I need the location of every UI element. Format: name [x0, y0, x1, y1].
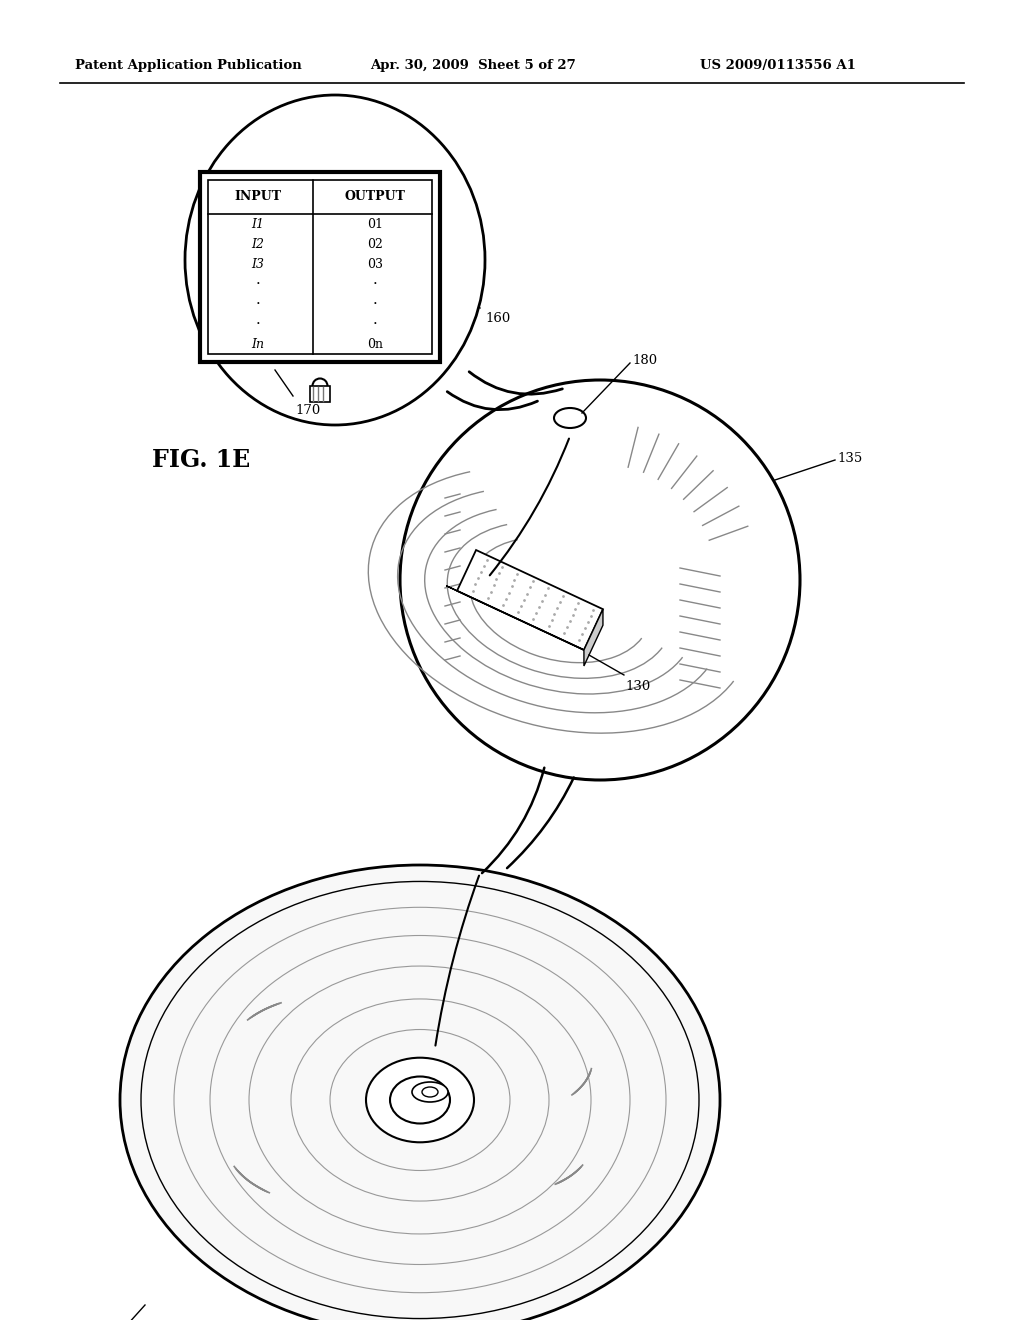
- Text: 130: 130: [626, 680, 651, 693]
- Text: 03: 03: [368, 257, 383, 271]
- Text: ·: ·: [373, 317, 378, 331]
- Text: US 2009/0113556 A1: US 2009/0113556 A1: [700, 58, 856, 71]
- Text: 180: 180: [632, 354, 657, 367]
- Text: OUTPUT: OUTPUT: [345, 190, 406, 202]
- FancyArrowPatch shape: [435, 875, 479, 1045]
- Text: 170: 170: [295, 404, 321, 417]
- Text: I3: I3: [251, 257, 264, 271]
- Ellipse shape: [400, 380, 800, 780]
- FancyArrowPatch shape: [482, 768, 545, 873]
- Bar: [310, 385, 330, 403]
- Ellipse shape: [412, 1082, 449, 1102]
- Text: ·: ·: [373, 297, 378, 312]
- FancyArrowPatch shape: [507, 777, 573, 869]
- Ellipse shape: [390, 1077, 450, 1123]
- Text: ·: ·: [373, 277, 378, 290]
- FancyArrowPatch shape: [469, 372, 562, 395]
- Bar: [200, 172, 440, 362]
- Ellipse shape: [185, 95, 485, 425]
- Text: Patent Application Publication: Patent Application Publication: [75, 58, 302, 71]
- Text: 160: 160: [485, 312, 510, 325]
- Text: 0n: 0n: [368, 338, 383, 351]
- FancyArrowPatch shape: [489, 438, 569, 576]
- Text: FIG. 1E: FIG. 1E: [152, 447, 250, 473]
- FancyArrowPatch shape: [447, 392, 538, 409]
- Ellipse shape: [120, 865, 720, 1320]
- Text: INPUT: INPUT: [234, 190, 282, 202]
- Polygon shape: [457, 550, 603, 649]
- Text: Apr. 30, 2009  Sheet 5 of 27: Apr. 30, 2009 Sheet 5 of 27: [370, 58, 575, 71]
- Text: 135: 135: [837, 451, 862, 465]
- Text: In: In: [251, 338, 264, 351]
- Text: ·: ·: [255, 277, 260, 290]
- Text: ·: ·: [255, 297, 260, 312]
- Polygon shape: [584, 610, 603, 667]
- Bar: [208, 180, 432, 354]
- Ellipse shape: [554, 408, 586, 428]
- Ellipse shape: [366, 1057, 474, 1142]
- Text: 01: 01: [368, 218, 383, 231]
- Text: 02: 02: [368, 238, 383, 251]
- Polygon shape: [446, 586, 584, 649]
- Text: I2: I2: [251, 238, 264, 251]
- Text: ·: ·: [255, 317, 260, 331]
- Text: I1: I1: [251, 218, 264, 231]
